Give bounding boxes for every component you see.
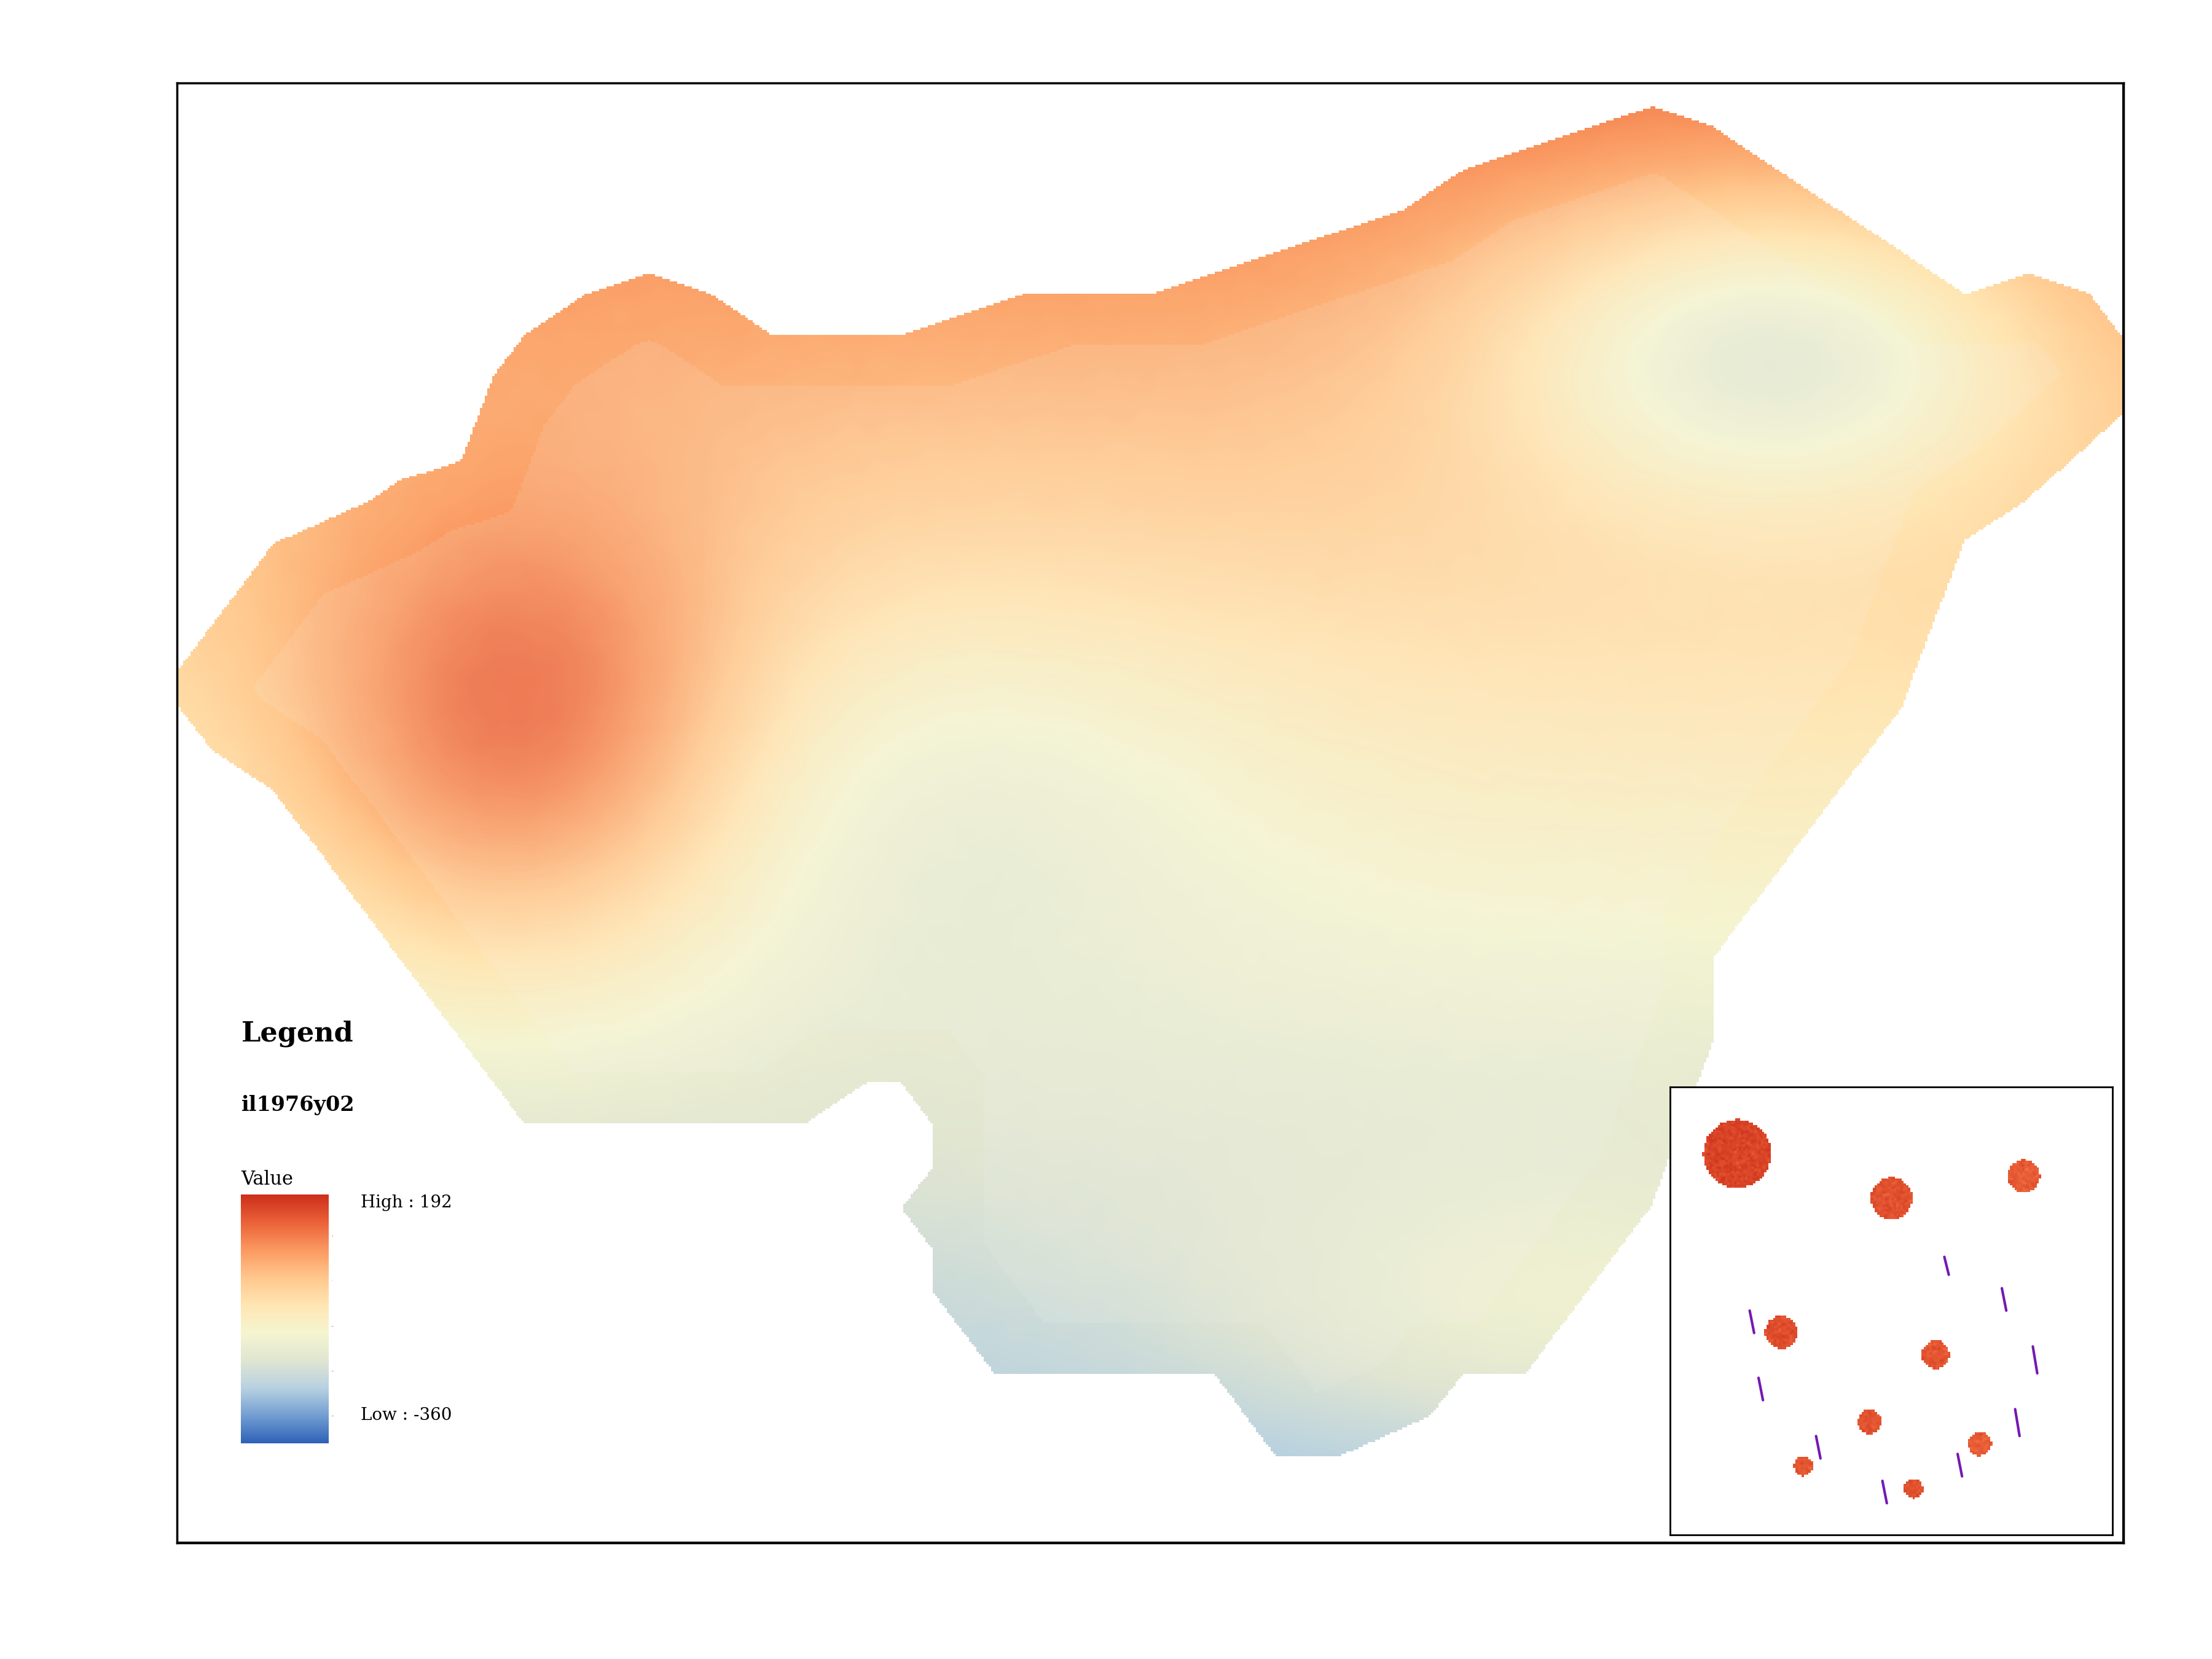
Text: Low : -360: Low : -360 xyxy=(361,1407,451,1423)
Text: High : 192: High : 192 xyxy=(361,1194,451,1211)
Text: Value: Value xyxy=(241,1170,294,1188)
Text: Legend: Legend xyxy=(241,1020,354,1047)
Text: il1976y02: il1976y02 xyxy=(241,1095,354,1115)
